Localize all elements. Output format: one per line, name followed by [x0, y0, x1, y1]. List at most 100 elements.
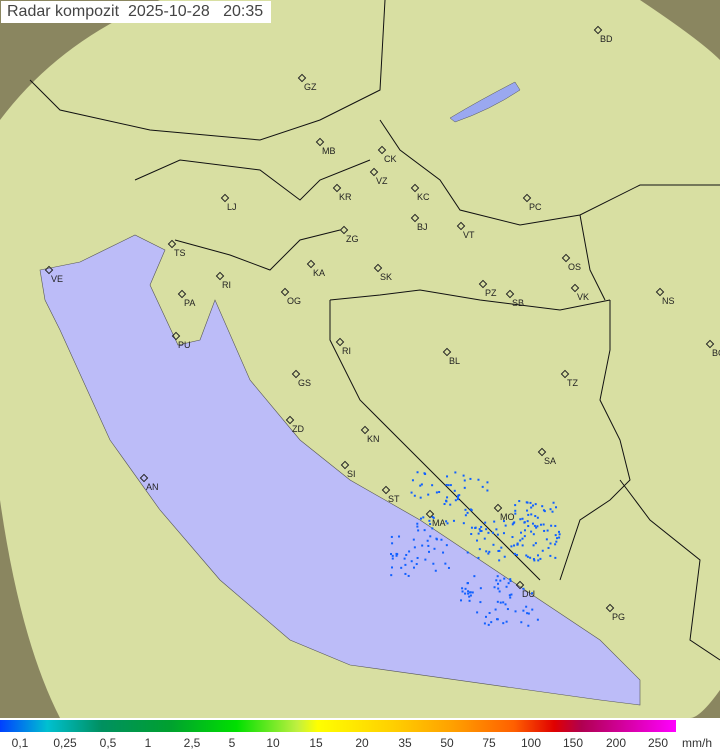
radar-echo [557, 530, 560, 533]
city-marker: MA [425, 509, 446, 528]
city-diamond-icon [177, 289, 187, 299]
radar-echo [445, 544, 448, 547]
radar-echo [555, 506, 558, 509]
city-diamond-icon [570, 283, 580, 293]
radar-map[interactable]: GZ BD MB CK VZ KR KC LJ ZG BJ VT PC TS VE KA SK OS RI PA OG… [0, 0, 720, 718]
radar-echo [509, 579, 512, 582]
radar-echo [526, 509, 529, 512]
radar-echo [442, 551, 445, 554]
radar-echo [550, 524, 553, 527]
city-diamond-icon [377, 145, 387, 155]
radar-echo [481, 485, 484, 488]
city-diamond-icon [605, 603, 615, 613]
radar-echo [554, 543, 557, 546]
radar-echo [416, 525, 419, 528]
radar-echo [479, 601, 482, 604]
radar-echo [519, 518, 522, 521]
radar-echo [516, 542, 519, 545]
city-marker: KC [410, 183, 430, 202]
radar-echo [549, 542, 552, 545]
city-diamond-icon [705, 339, 715, 349]
city-diamond-icon [478, 279, 488, 289]
radar-echo [485, 550, 488, 553]
radar-echo [498, 549, 501, 552]
city-marker: VT [456, 221, 475, 240]
radar-echo [494, 608, 497, 611]
city-diamond-icon [167, 239, 177, 249]
radar-echo [507, 582, 510, 585]
radar-echo [477, 556, 480, 559]
radar-echo [545, 538, 548, 541]
city-label: PA [184, 298, 195, 308]
city-label: DU [522, 589, 535, 599]
radar-echo [493, 520, 496, 523]
radar-echo [468, 595, 471, 598]
radar-echo [496, 533, 499, 536]
radar-echo [522, 587, 525, 590]
radar-echo [531, 608, 534, 611]
radar-echo [523, 529, 526, 532]
radar-echo [555, 540, 558, 543]
city-marker: SI [340, 460, 356, 479]
radar-echo [510, 593, 513, 596]
radar-echo [537, 559, 540, 562]
radar-echo [433, 547, 436, 550]
radar-echo [531, 592, 534, 595]
radar-echo [446, 522, 449, 525]
radar-echo [483, 622, 486, 625]
borders [29, 0, 720, 661]
radar-echo [473, 575, 476, 578]
legend-value: 100 [520, 736, 542, 750]
radar-echo [390, 574, 393, 577]
radar-echo [429, 535, 432, 538]
radar-echo [536, 525, 539, 528]
city-label: PC [529, 202, 542, 212]
radar-echo [519, 539, 522, 542]
city-diamond-icon [655, 287, 665, 297]
city-label: SB [512, 298, 524, 308]
radar-echo [497, 587, 500, 590]
radar-echo [457, 494, 460, 497]
radar-echoes [390, 471, 561, 627]
radar-echo [526, 612, 529, 615]
legend-labels: 0,1 0,25 0,5 1 2,5 5 10 15 20 35 50 75 100 150 200 250 m… [0, 736, 720, 751]
radar-echo [420, 483, 423, 486]
radar-echo [485, 528, 488, 531]
radar-echo [486, 489, 489, 492]
radar-echo [395, 554, 398, 557]
city-label: ZD [292, 424, 304, 434]
radar-echo [446, 496, 449, 499]
radar-echo [456, 498, 459, 501]
radar-echo [546, 529, 549, 532]
radar-echo [492, 543, 495, 546]
radar-echo [449, 503, 452, 506]
radar-echo [549, 554, 552, 557]
radar-echo [547, 546, 550, 549]
city-marker: PZ [478, 279, 497, 298]
radar-echo [521, 517, 524, 520]
city-diamond-icon [291, 369, 301, 379]
radar-echo [552, 501, 555, 504]
radar-echo [426, 539, 429, 542]
radar-echo [466, 511, 469, 514]
radar-echo [502, 520, 505, 523]
radar-echo [446, 475, 449, 478]
radar-echo [523, 521, 526, 524]
radar-echo [424, 558, 427, 561]
city-diamond-icon [220, 193, 230, 203]
legend-value: 1 [144, 736, 152, 750]
radar-echo [539, 523, 542, 526]
radar-echo [413, 546, 416, 549]
radar-echo [416, 522, 419, 525]
radar-echo [514, 509, 517, 512]
city-diamond-icon [215, 271, 225, 281]
radar-echo [513, 552, 516, 555]
radar-echo [413, 566, 416, 569]
radar-echo [390, 535, 393, 538]
radar-echo [509, 596, 512, 599]
city-diamond-icon [139, 473, 149, 483]
city-diamond-icon [297, 73, 307, 83]
radar-echo [506, 608, 509, 611]
radar-echo [478, 548, 481, 551]
radar-echo [413, 494, 416, 497]
